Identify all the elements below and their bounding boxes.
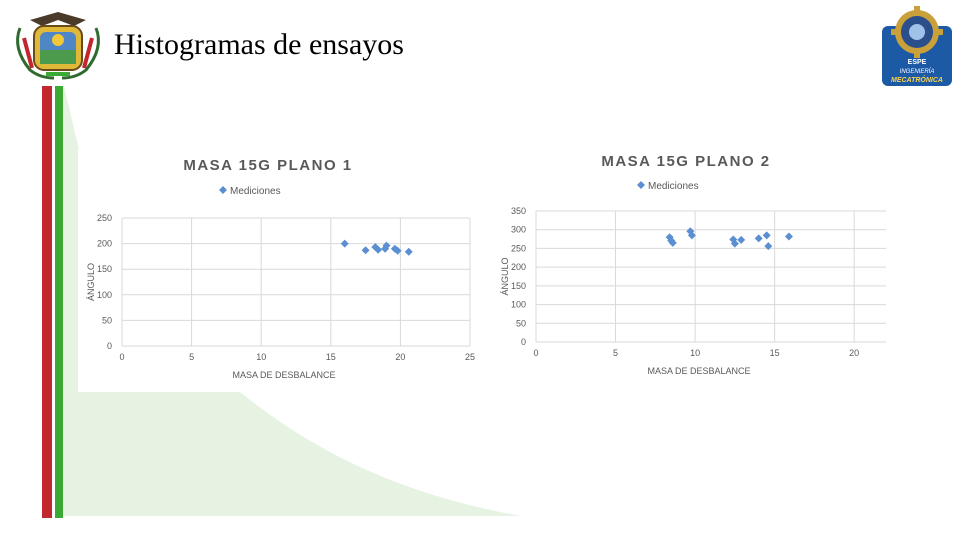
data-point <box>687 231 696 240</box>
data-point <box>404 247 413 256</box>
legend-label: Mediciones <box>230 186 281 197</box>
coat-of-arms-icon <box>10 8 106 89</box>
y-tick-label: 200 <box>511 262 526 272</box>
legend-marker <box>637 181 645 189</box>
scatter-chart-plano-1: MASA 15G PLANO 1 Mediciones 0 50 100 150 200 25… <box>80 138 480 392</box>
data-point <box>784 232 793 241</box>
logo-line-3: MECATRÓNICA <box>891 75 943 84</box>
data-point <box>374 245 383 254</box>
y-tick-label: 250 <box>97 213 112 223</box>
x-tick-label: 0 <box>533 348 538 358</box>
data-point <box>730 239 739 248</box>
y-tick-label: 200 <box>97 239 112 249</box>
y-axis-label: ÁNGULO <box>500 257 510 295</box>
y-tick-label: 0 <box>107 341 112 351</box>
chart-title: MASA 15G PLANO 2 <box>601 153 770 170</box>
y-axis-label: ÁNGULO <box>86 263 96 301</box>
y-tick-label: 150 <box>511 281 526 291</box>
y-tick-label: 250 <box>511 243 526 253</box>
y-tick-label: 300 <box>511 225 526 235</box>
red-stripe <box>42 86 52 518</box>
chart-title: MASA 15G PLANO 1 <box>183 157 352 174</box>
chart-svg-plano-1: MASA 15G PLANO 1Mediciones05010015020025… <box>86 157 475 380</box>
x-tick-label: 0 <box>119 352 124 362</box>
x-tick-label: 10 <box>256 352 266 362</box>
green-curve-shape <box>63 86 520 516</box>
x-axis-label: MASA DE DESBALANCE <box>232 370 335 380</box>
data-point <box>393 246 402 255</box>
data-point <box>737 235 746 244</box>
white-edge-stripe <box>38 86 42 518</box>
x-tick-label: 5 <box>189 352 194 362</box>
mechatronics-gear-logo-icon: ESPE INGENIERÍA MECATRÓNICA <box>880 6 954 93</box>
data-point <box>361 246 370 255</box>
data-point <box>762 231 771 240</box>
data-point <box>340 239 349 248</box>
legend-marker <box>219 186 227 194</box>
y-tick-label: 150 <box>97 264 112 274</box>
white-stripe <box>52 86 55 518</box>
y-tick-label: 350 <box>511 206 526 216</box>
y-tick-label: 50 <box>516 318 526 328</box>
data-point <box>754 234 763 243</box>
slide-title: Histogramas de ensayos <box>114 28 404 61</box>
logo-line-1: ESPE <box>908 59 927 66</box>
green-stripe <box>55 86 63 518</box>
x-tick-label: 15 <box>770 348 780 358</box>
legend-label: Mediciones <box>648 181 699 192</box>
x-tick-label: 20 <box>395 352 405 362</box>
data-point <box>668 238 677 247</box>
x-tick-label: 10 <box>690 348 700 358</box>
x-tick-label: 20 <box>849 348 859 358</box>
x-tick-label: 15 <box>326 352 336 362</box>
chart-svg-plano-2: MASA 15G PLANO 2Mediciones05010015020025… <box>500 153 886 376</box>
y-tick-label: 50 <box>102 315 112 325</box>
scatter-chart-plano-2: MASA 15G PLANO 2 Mediciones 0 50 100 150 200 25… <box>498 138 898 386</box>
y-tick-label: 100 <box>511 300 526 310</box>
x-tick-label: 5 <box>613 348 618 358</box>
y-tick-label: 0 <box>521 337 526 347</box>
logo-line-2: INGENIERÍA <box>900 68 935 75</box>
data-point <box>764 242 773 251</box>
x-tick-label: 25 <box>465 352 475 362</box>
y-tick-label: 100 <box>97 290 112 300</box>
data-point <box>382 241 391 250</box>
x-axis-label: MASA DE DESBALANCE <box>647 366 750 376</box>
